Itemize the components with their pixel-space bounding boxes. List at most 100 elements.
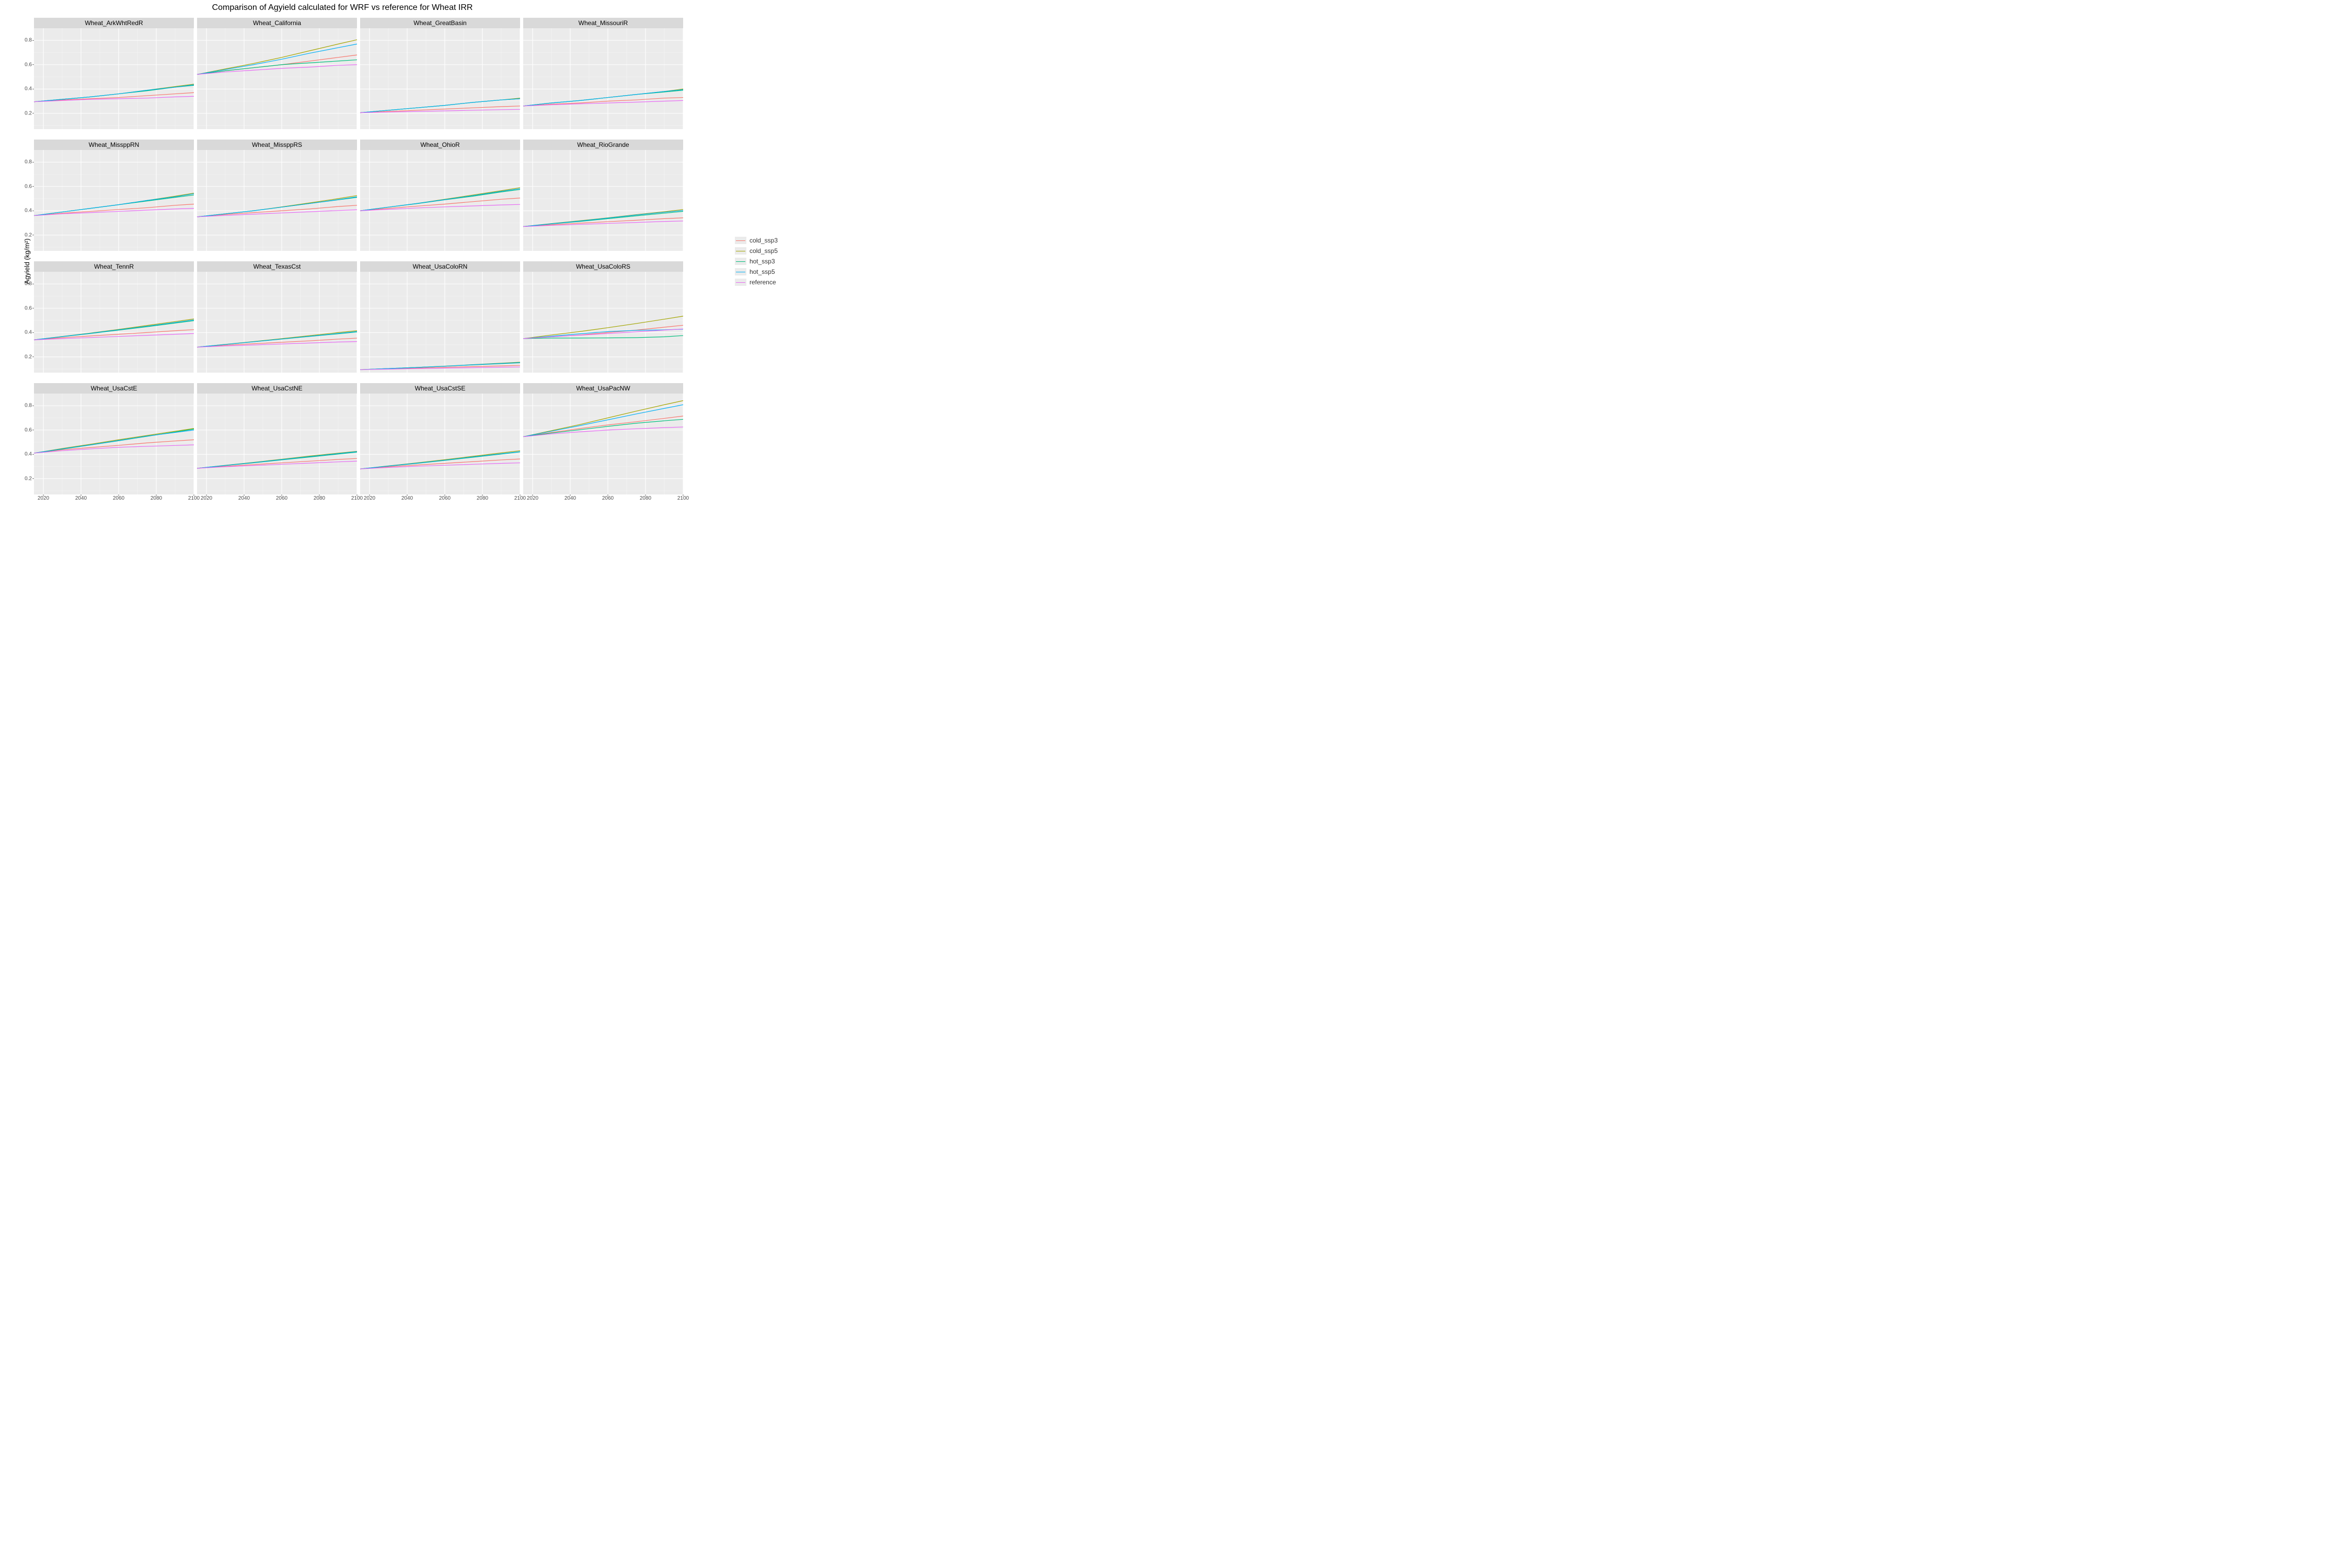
- plot-area: [197, 150, 357, 251]
- y-tick-label: 0.2: [18, 232, 32, 238]
- strip-label: Wheat_TennR: [34, 261, 194, 272]
- strip-label: Wheat_UsaColoRS: [523, 261, 683, 272]
- series-hot_ssp5: [523, 211, 683, 227]
- panel-Wheat_UsaCstE: Wheat_UsaCstE0.20.40.60.8202020402060208…: [32, 383, 195, 505]
- plot-area: [523, 28, 683, 129]
- y-tick-label: 0.2: [18, 476, 32, 481]
- legend-item-hot_ssp3: hot_ssp3: [735, 258, 778, 265]
- panel-Wheat_MissppRN: Wheat_MissppRN0.20.40.60.8: [32, 140, 195, 261]
- plot-area: 20202040206020802100: [197, 394, 357, 494]
- strip-label: Wheat_UsaCstSE: [360, 383, 520, 394]
- series-hot_ssp5: [523, 89, 683, 106]
- panel-Wheat_TexasCst: Wheat_TexasCst: [195, 261, 359, 383]
- plot-area: [360, 272, 520, 373]
- plot-area: 0.20.40.60.8: [34, 150, 194, 251]
- y-tick-label: 0.6: [18, 427, 32, 433]
- y-tick-label: 0.2: [18, 110, 32, 116]
- plot-area: 20202040206020802100: [523, 394, 683, 494]
- series-hot_ssp5: [360, 99, 520, 113]
- strip-label: Wheat_MissppRS: [197, 140, 357, 150]
- x-tick-label: 2080: [314, 495, 325, 501]
- strip-label: Wheat_UsaColoRN: [360, 261, 520, 272]
- x-tick-label: 2060: [113, 495, 124, 501]
- plot-area: [523, 150, 683, 251]
- x-tick-labels: 20202040206020802100: [360, 495, 520, 503]
- x-tick-label: 2060: [602, 495, 614, 501]
- legend-swatch: [735, 268, 746, 275]
- strip-label: Wheat_UsaPacNW: [523, 383, 683, 394]
- y-tick-labels: 0.2 0.4 0.6 0.8: [18, 394, 32, 494]
- series-reference: [34, 209, 194, 216]
- panel-Wheat_UsaColoRN: Wheat_UsaColoRN: [359, 261, 522, 383]
- panel-Wheat_TennR: Wheat_TennR0.20.40.60.8: [32, 261, 195, 383]
- series-cold_ssp3: [360, 106, 520, 113]
- series-reference: [34, 96, 194, 101]
- y-tick-label: 0.4: [18, 86, 32, 92]
- x-tick-label: 2080: [477, 495, 488, 501]
- plot-area: [197, 28, 357, 129]
- y-tick-label: 0.4: [18, 330, 32, 336]
- x-tick-label: 2100: [677, 495, 689, 501]
- strip-label: Wheat_GreatBasin: [360, 18, 520, 28]
- y-tick-label: 0.6: [18, 305, 32, 311]
- x-tick-label: 2040: [238, 495, 250, 501]
- y-tick-labels: 0.2 0.4 0.6 0.8: [18, 272, 32, 373]
- panel-Wheat_MissppRS: Wheat_MissppRS: [195, 140, 359, 261]
- series-cold_ssp5: [523, 400, 683, 436]
- x-tick-label: 2020: [527, 495, 538, 501]
- strip-label: Wheat_MissppRN: [34, 140, 194, 150]
- y-tick-label: 0.2: [18, 354, 32, 360]
- strip-label: Wheat_ArkWhtRedR: [34, 18, 194, 28]
- x-tick-label: 2060: [439, 495, 451, 501]
- x-tick-label: 2060: [276, 495, 287, 501]
- strip-label: Wheat_RioGrande: [523, 140, 683, 150]
- plot-area: [523, 272, 683, 373]
- x-tick-labels: 20202040206020802100: [34, 495, 194, 503]
- panel-Wheat_GreatBasin: Wheat_GreatBasin: [359, 18, 522, 140]
- strip-label: Wheat_TexasCst: [197, 261, 357, 272]
- legend-item-cold_ssp5: cold_ssp5: [735, 247, 778, 255]
- x-tick-labels: 20202040206020802100: [523, 495, 683, 503]
- panel-Wheat_UsaCstNE: Wheat_UsaCstNE20202040206020802100: [195, 383, 359, 505]
- legend-item-cold_ssp3: cold_ssp3: [735, 237, 778, 244]
- x-tick-labels: 20202040206020802100: [197, 495, 357, 503]
- legend-swatch: [735, 279, 746, 286]
- x-tick-label: 2040: [75, 495, 87, 501]
- panel-Wheat_RioGrande: Wheat_RioGrande: [522, 140, 685, 261]
- y-tick-label: 0.4: [18, 452, 32, 457]
- x-tick-label: 2040: [564, 495, 576, 501]
- plot-area: 0.20.40.60.8: [34, 28, 194, 129]
- panel-Wheat_ArkWhtRedR: Wheat_ArkWhtRedR0.20.40.60.8: [32, 18, 195, 140]
- chart-title: Comparison of Agyield calculated for WRF…: [0, 3, 685, 13]
- legend: cold_ssp3cold_ssp5hot_ssp3hot_ssp5refere…: [735, 234, 778, 289]
- panel-Wheat_UsaColoRS: Wheat_UsaColoRS: [522, 261, 685, 383]
- strip-label: Wheat_California: [197, 18, 357, 28]
- y-tick-label: 0.6: [18, 62, 32, 67]
- legend-swatch: [735, 258, 746, 265]
- legend-swatch: [735, 237, 746, 244]
- x-tick-label: 2080: [640, 495, 651, 501]
- panel-Wheat_UsaCstSE: Wheat_UsaCstSE20202040206020802100: [359, 383, 522, 505]
- x-tick-label: 2020: [201, 495, 212, 501]
- y-tick-label: 0.8: [18, 403, 32, 409]
- plot-area: [197, 272, 357, 373]
- legend-label: cold_ssp5: [750, 247, 778, 255]
- facet-grid: Wheat_ArkWhtRedR0.20.40.60.8Wheat_Califo…: [32, 18, 685, 505]
- series-cold_ssp3: [197, 205, 357, 217]
- strip-label: Wheat_UsaCstE: [34, 383, 194, 394]
- x-tick-label: 2040: [401, 495, 413, 501]
- legend-label: cold_ssp3: [750, 237, 778, 244]
- series-cold_ssp5: [523, 316, 683, 339]
- panel-Wheat_UsaPacNW: Wheat_UsaPacNW20202040206020802100: [522, 383, 685, 505]
- legend-label: reference: [750, 279, 776, 286]
- plot-area: [360, 28, 520, 129]
- strip-label: Wheat_UsaCstNE: [197, 383, 357, 394]
- y-tick-label: 0.8: [18, 281, 32, 287]
- x-tick-label: 2020: [38, 495, 49, 501]
- plot-area: 0.20.40.60.820202040206020802100: [34, 394, 194, 494]
- series-cold_ssp5: [197, 40, 357, 74]
- y-tick-labels: 0.20.40.60.8: [18, 28, 32, 129]
- plot-area: 20202040206020802100: [360, 394, 520, 494]
- series-hot_ssp5: [523, 405, 683, 436]
- y-tick-labels: 0.20.40.60.8: [18, 150, 32, 251]
